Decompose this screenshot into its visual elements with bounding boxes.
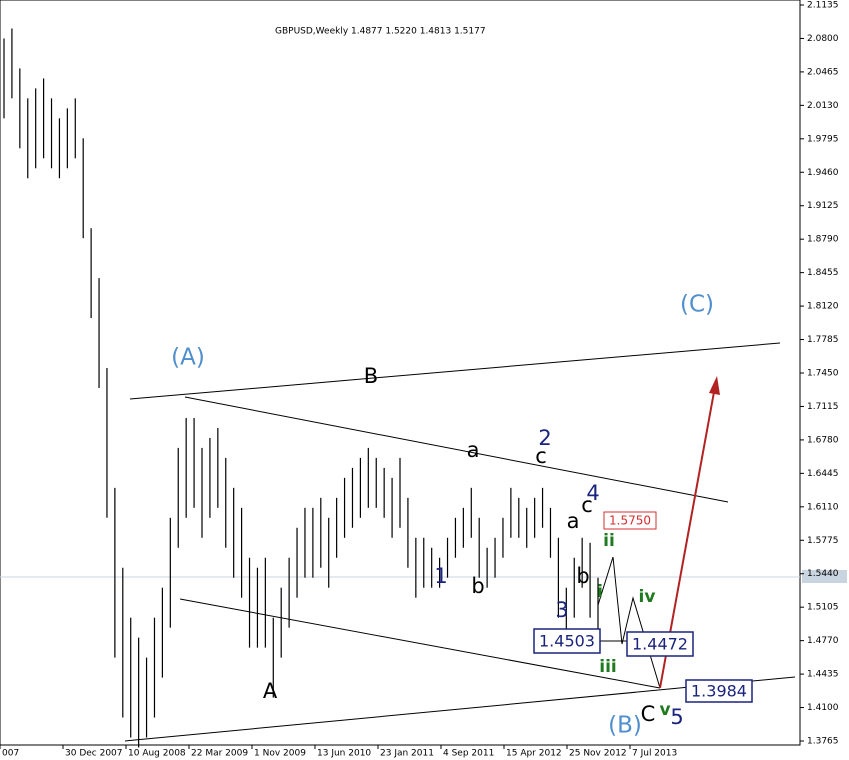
y-tick-label: 1.6445	[807, 469, 839, 479]
x-tick-label: 22 Mar 2009	[191, 749, 248, 759]
x-tick-label: 25 Nov 2012	[569, 749, 627, 759]
y-tick-label: 2.0130	[807, 101, 839, 111]
y-tick-label: 1.4435	[807, 670, 839, 680]
wave-label: (A)	[171, 345, 205, 371]
wave-label: A	[263, 679, 278, 703]
y-tick-label: 1.4770	[807, 636, 839, 646]
x-tick-label: 007	[2, 749, 19, 759]
y-tick-label: 1.8455	[807, 268, 839, 278]
y-tick-label: 1.7450	[807, 368, 839, 378]
wave-label: C	[641, 702, 656, 726]
wave-label: (B)	[608, 713, 642, 739]
wave-label: b	[576, 564, 589, 588]
wave-label: a	[467, 438, 480, 462]
wave-label: iii	[599, 657, 616, 677]
price-box	[685, 679, 753, 703]
wave-label: (C)	[680, 292, 714, 318]
trend-line	[179, 598, 661, 689]
wave-path	[597, 556, 661, 689]
x-tick-label: 30 Dec 2007	[65, 749, 123, 759]
trend-line	[129, 342, 781, 400]
price-label: 1.4472	[632, 635, 688, 654]
x-tick-label: 1 Nov 2009	[254, 749, 306, 759]
price-box	[533, 628, 601, 654]
current-price-box	[802, 570, 847, 583]
y-tick-label: 2.1135	[807, 0, 839, 10]
arrow-head	[709, 376, 720, 395]
wave-label: b	[471, 574, 484, 598]
wave-label: ii	[603, 531, 615, 551]
y-tick-label: 1.3765	[807, 737, 839, 747]
x-tick-label: 4 Sep 2011	[443, 749, 494, 759]
trend-line	[124, 676, 796, 742]
wave-label: v	[659, 700, 670, 720]
wave-label: a	[567, 509, 580, 533]
price-box	[603, 511, 657, 530]
x-tick-label: 13 Jun 2010	[317, 749, 371, 759]
y-tick-label: 1.8120	[807, 302, 839, 312]
y-tick-label: 2.0465	[807, 67, 839, 77]
wave-label: c	[535, 444, 547, 468]
y-tick-label: 1.9795	[807, 134, 839, 144]
x-tick-label: 7 Jul 2013	[632, 749, 677, 759]
wave-label: 4	[586, 481, 599, 505]
y-tick-label: 1.5775	[807, 536, 839, 546]
wave-label: iv	[639, 587, 656, 607]
y-tick-label: 1.5440	[807, 569, 839, 579]
y-tick-label: 2.0800	[807, 34, 839, 44]
wave-label: 2	[538, 426, 551, 450]
trend-line	[184, 396, 729, 503]
y-tick-label: 1.6110	[807, 502, 839, 512]
wave-label: c	[581, 493, 593, 517]
wave-label: i	[597, 582, 603, 602]
y-tick-label: 1.6780	[807, 435, 839, 445]
x-tick-label: 10 Aug 2008	[128, 749, 186, 759]
wave-label: 5	[670, 705, 683, 729]
chart-title: GBPUSD,Weekly 1.4877 1.5220 1.4813 1.517…	[275, 27, 486, 37]
y-tick-label: 1.9125	[807, 201, 839, 211]
price-label: 1.3984	[691, 682, 747, 701]
x-tick-label: 15 Apr 2012	[506, 749, 562, 759]
plot-area	[0, 0, 801, 746]
y-tick-label: 1.9460	[807, 168, 839, 178]
y-tick-label: 1.8790	[807, 235, 839, 245]
y-tick-label: 1.5105	[807, 603, 839, 613]
y-tick-label: 1.7785	[807, 335, 839, 345]
wave-label: 3	[555, 598, 568, 622]
y-tick-label: 1.7115	[807, 402, 839, 412]
wave-label: 1	[434, 564, 447, 588]
price-label: 1.5750	[609, 514, 651, 528]
price-label: 1.4503	[539, 632, 595, 651]
price-box	[626, 631, 694, 657]
x-tick-label: 23 Jan 2011	[380, 749, 434, 759]
wave-label: B	[364, 364, 378, 388]
y-tick-label: 1.4100	[807, 703, 839, 713]
